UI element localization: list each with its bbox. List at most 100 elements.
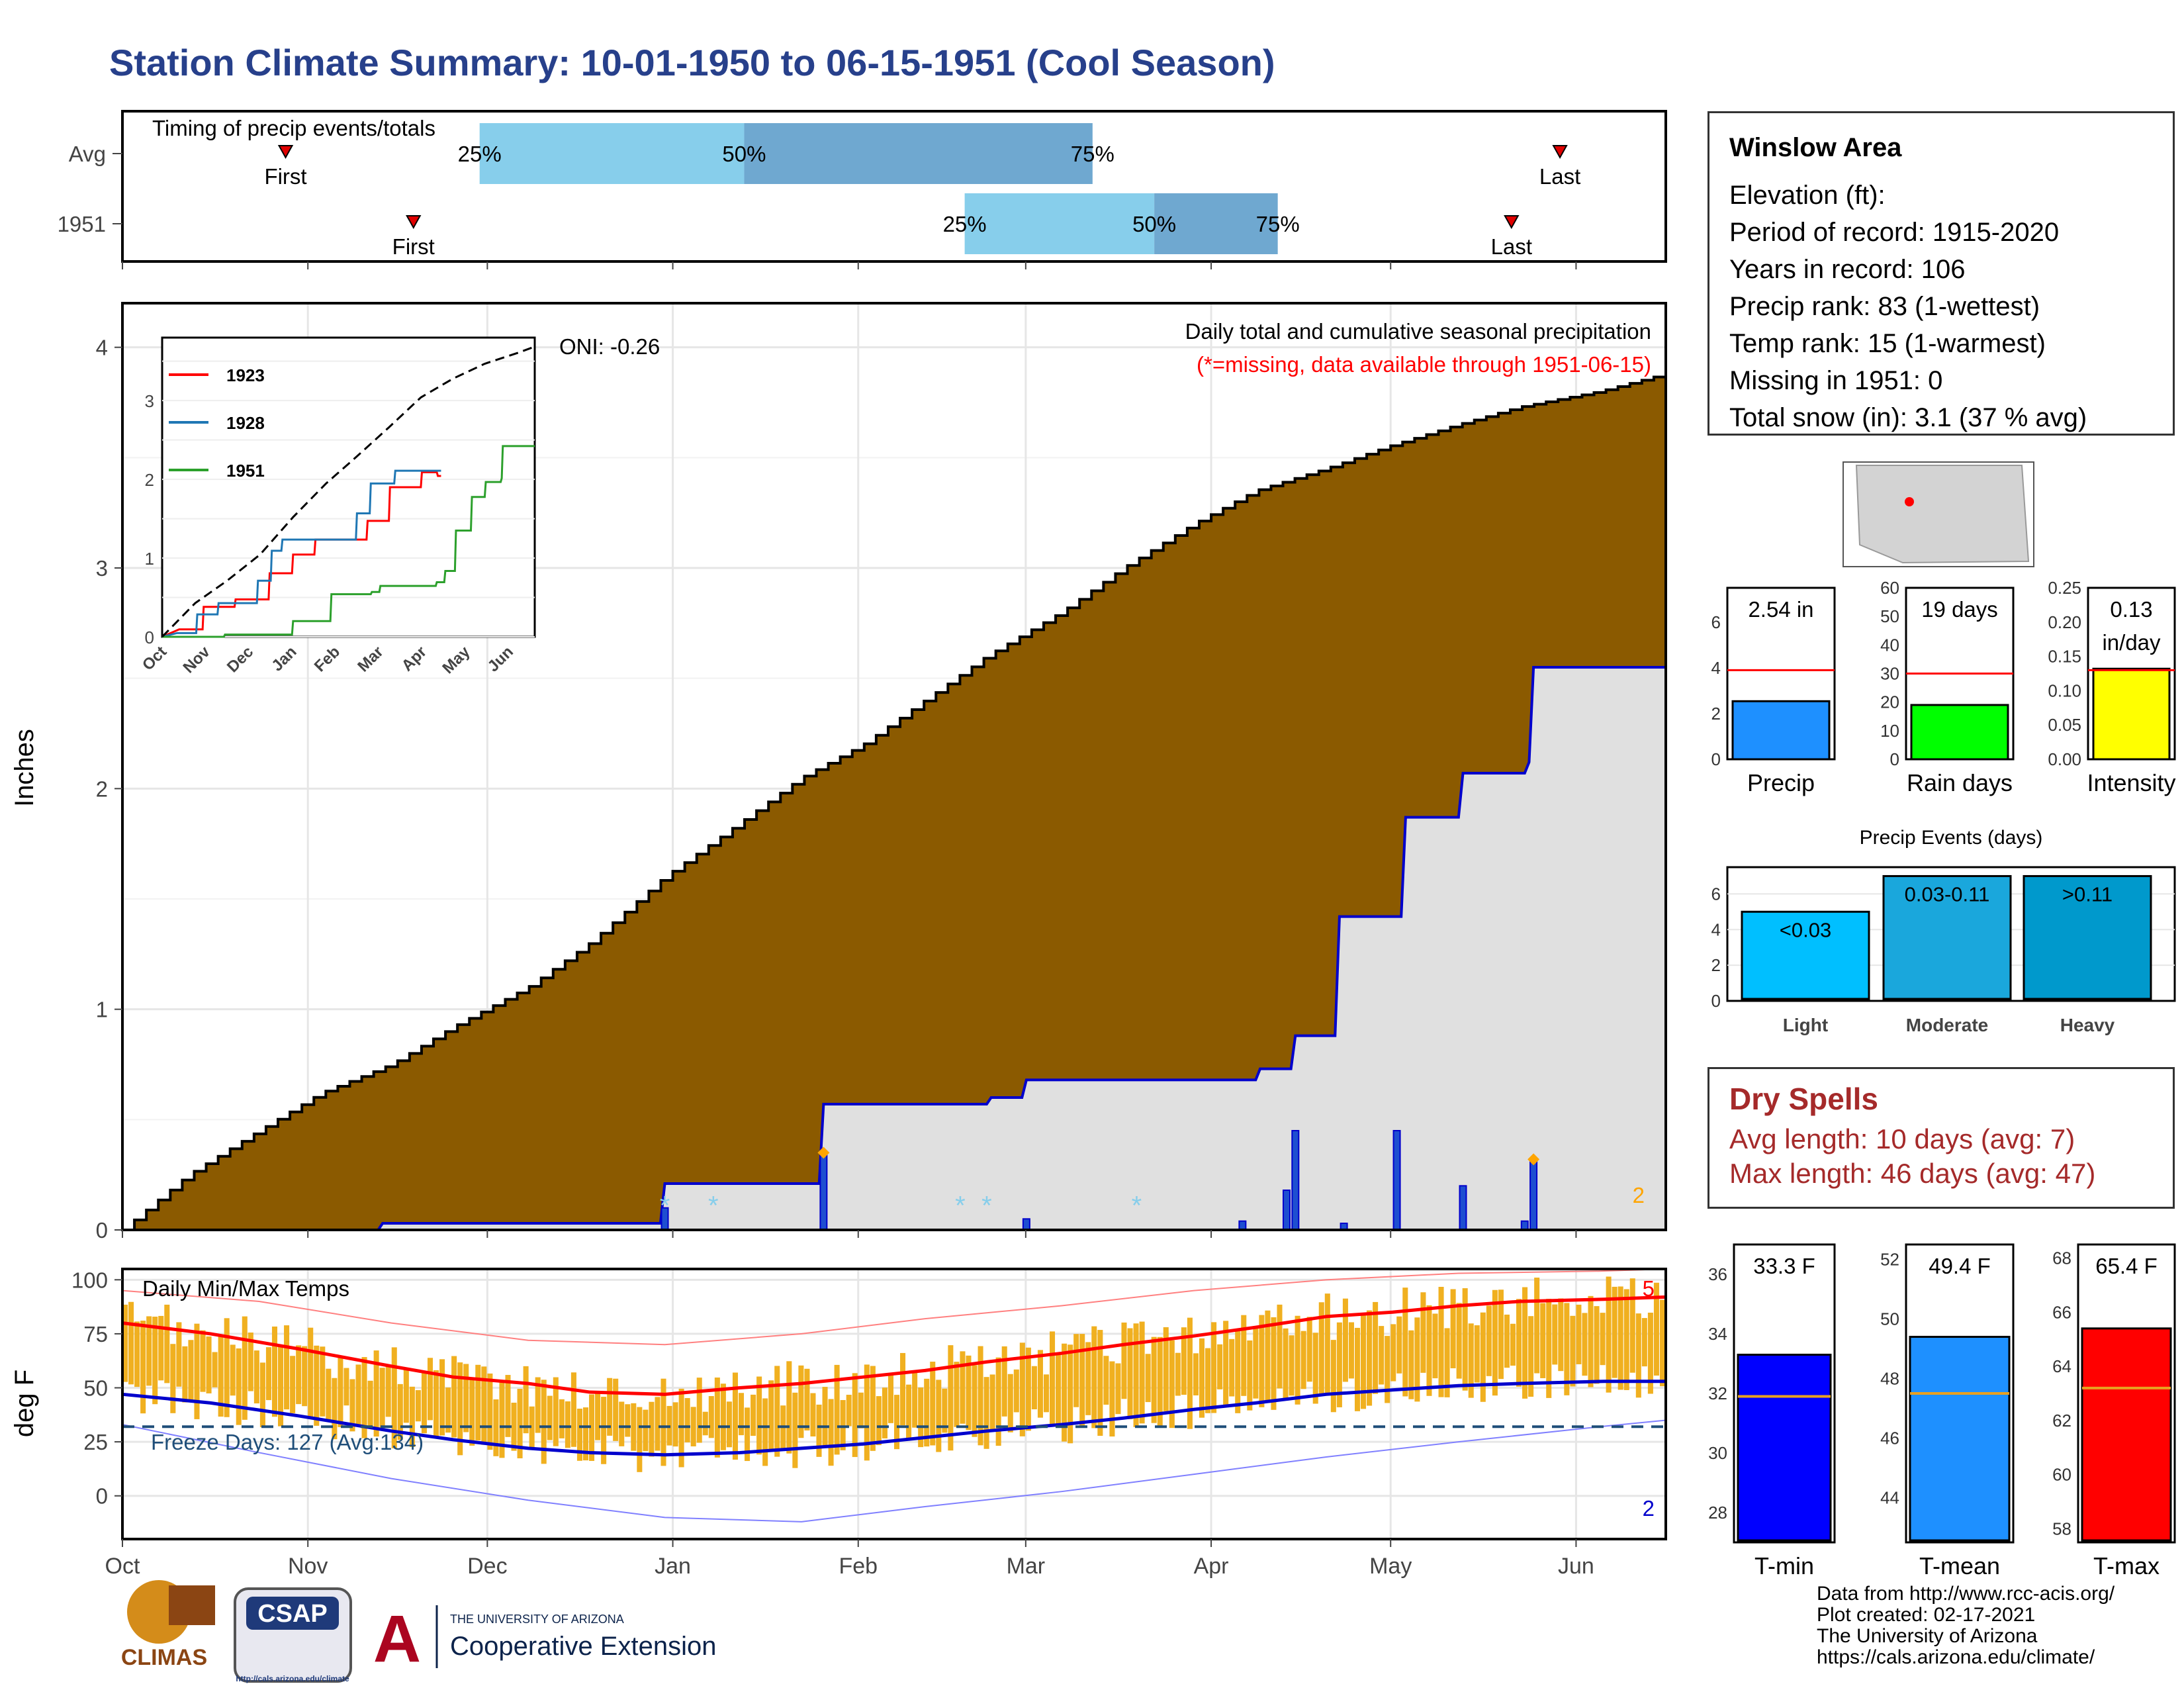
daily-temp-bar bbox=[529, 1406, 535, 1450]
daily-temp-bar bbox=[1001, 1346, 1007, 1417]
daily-temp-bar bbox=[302, 1346, 308, 1407]
daily-temp-bar bbox=[170, 1344, 176, 1413]
mini-bar-2 bbox=[2092, 667, 2171, 761]
daily-temp-bar bbox=[463, 1364, 469, 1432]
daily-temp-bar bbox=[499, 1380, 505, 1458]
daily-temp-bar bbox=[1635, 1313, 1641, 1398]
daily-temp-bar bbox=[1247, 1340, 1253, 1411]
temp-bar-y-tick-label: 66 bbox=[2052, 1302, 2071, 1322]
daily-temp-bar bbox=[1283, 1328, 1289, 1401]
daily-temp-bar bbox=[936, 1380, 942, 1452]
daily-temp-bar bbox=[1486, 1305, 1492, 1376]
daily-temp-bar bbox=[1217, 1344, 1223, 1389]
daily-temp-bar bbox=[942, 1388, 948, 1433]
ua-logo-big-text: Cooperative Extension bbox=[450, 1632, 716, 1661]
daily-temp-bar bbox=[1516, 1299, 1522, 1387]
daily-temp-bar bbox=[1091, 1326, 1097, 1429]
daily-temp-bar bbox=[1145, 1354, 1151, 1403]
month-x-tick-label: Apr bbox=[1194, 1554, 1229, 1579]
daily-temp-bar bbox=[637, 1407, 643, 1472]
daily-temp-bar bbox=[1552, 1304, 1558, 1365]
daily-temp-bar bbox=[732, 1372, 738, 1460]
daily-temp-bar bbox=[284, 1325, 290, 1410]
record-max-line bbox=[122, 1268, 1666, 1346]
daily-precip-bar bbox=[1392, 1130, 1401, 1231]
precip-y-tick-label: 2 bbox=[96, 776, 108, 801]
daily-temp-bar bbox=[906, 1384, 912, 1439]
daily-temp-bar bbox=[140, 1321, 146, 1414]
timing-quantile-label: 50% bbox=[1132, 212, 1176, 236]
avg-max-temp-line bbox=[122, 1295, 1666, 1396]
footer-line-source: Data from http://www.rcc-acis.org/ bbox=[1817, 1583, 2115, 1605]
daily-temp-bar bbox=[1211, 1322, 1217, 1413]
month-x-tick-label: Feb bbox=[839, 1554, 878, 1579]
daily-temp-bar bbox=[152, 1317, 158, 1405]
daily-temp-bar bbox=[1133, 1323, 1139, 1427]
daily-temp-bar bbox=[445, 1387, 451, 1433]
daily-temp-bar bbox=[433, 1370, 439, 1438]
daily-temp-bar bbox=[1121, 1322, 1127, 1399]
mini-y-tick-label: 30 bbox=[1880, 664, 1899, 684]
temp-bar-y-tick-label: 58 bbox=[2052, 1519, 2071, 1539]
daily-temp-bar bbox=[1528, 1316, 1534, 1397]
footer-line-created: Plot created: 02-17-2021 bbox=[1817, 1604, 2036, 1626]
daily-temp-bar bbox=[1373, 1301, 1379, 1394]
daily-temp-bar bbox=[176, 1322, 182, 1387]
daily-temp-bar bbox=[1438, 1286, 1444, 1397]
daily-temp-bar bbox=[1342, 1298, 1348, 1382]
temp-bar-y-tick-label: 48 bbox=[1880, 1369, 1899, 1389]
daily-temp-bar bbox=[702, 1411, 708, 1436]
daily-temp-bar bbox=[846, 1395, 852, 1427]
daily-temp-bar bbox=[326, 1368, 332, 1421]
daily-temp-bar bbox=[373, 1350, 379, 1437]
daily-temp-bar bbox=[1444, 1328, 1450, 1397]
daily-temp-bar bbox=[864, 1364, 870, 1461]
mini-y-tick-label: 0.20 bbox=[2048, 612, 2081, 632]
daily-temp-bar bbox=[684, 1398, 690, 1442]
daily-temp-bar bbox=[774, 1366, 780, 1457]
daily-temp-bar bbox=[1546, 1298, 1552, 1398]
daily-temp-bar bbox=[751, 1394, 756, 1436]
temp-bar-y-tick-label: 30 bbox=[1708, 1443, 1727, 1463]
daily-temp-bar bbox=[894, 1395, 900, 1450]
daily-temp-bar bbox=[1623, 1289, 1629, 1390]
mini-y-tick-label: 60 bbox=[1880, 578, 1899, 598]
daily-temp-bar bbox=[1271, 1317, 1277, 1410]
daily-temp-bar bbox=[1414, 1317, 1420, 1402]
temp-y-tick-label: 50 bbox=[83, 1376, 108, 1401]
daily-temp-bar bbox=[1379, 1326, 1385, 1385]
daily-temp-bar bbox=[613, 1378, 619, 1441]
mini-value-0: 2.54 in bbox=[1748, 597, 1813, 622]
daily-temp-bar bbox=[1079, 1334, 1085, 1428]
footer-line-university: The University of Arizona bbox=[1817, 1625, 2038, 1647]
mini-y-tick-label: 0.10 bbox=[2048, 680, 2081, 700]
station-line-missing: Missing in 1951: 0 bbox=[1729, 366, 1943, 395]
daily-temp-bar bbox=[1462, 1288, 1468, 1391]
temp-bar-0 bbox=[1737, 1354, 1832, 1542]
daily-temp-bar bbox=[1223, 1321, 1229, 1407]
footer-credits: Data from http://www.rcc-acis.org/ Plot … bbox=[1817, 1583, 2115, 1668]
timing-marker-last bbox=[1552, 145, 1568, 160]
daily-temp-bar bbox=[1361, 1315, 1367, 1409]
temp-bar-value-1: 49.4 F bbox=[1929, 1254, 1991, 1278]
daily-temp-bar bbox=[989, 1374, 995, 1430]
daily-temp-bar bbox=[1396, 1316, 1402, 1374]
temp-bar-y-tick-label: 32 bbox=[1708, 1383, 1727, 1403]
month-x-tick-label: Jun bbox=[1558, 1554, 1594, 1579]
daily-temp-bar bbox=[1193, 1353, 1199, 1395]
events-bar-heavy bbox=[2023, 874, 2152, 1000]
timing-bar-q50-q75 bbox=[1154, 193, 1278, 254]
inset-legend-label-1951: 1951 bbox=[226, 461, 265, 481]
month-x-tick-label: Nov bbox=[288, 1554, 328, 1579]
daily-temp-bar bbox=[762, 1398, 768, 1466]
station-line-precip-rank: Precip rank: 83 (1-wettest) bbox=[1729, 292, 2040, 321]
events-y-tick-label: 4 bbox=[1711, 919, 1721, 939]
inset-frame bbox=[161, 336, 536, 638]
temp-count-max: 5 bbox=[1643, 1276, 1655, 1301]
station-location-dot bbox=[1905, 497, 1914, 506]
daily-temp-bar bbox=[1306, 1317, 1312, 1382]
daily-temp-bar bbox=[1480, 1312, 1486, 1402]
daily-temp-bar bbox=[158, 1315, 164, 1381]
daily-temp-bar bbox=[332, 1378, 338, 1440]
daily-temp-bar bbox=[1043, 1374, 1050, 1413]
